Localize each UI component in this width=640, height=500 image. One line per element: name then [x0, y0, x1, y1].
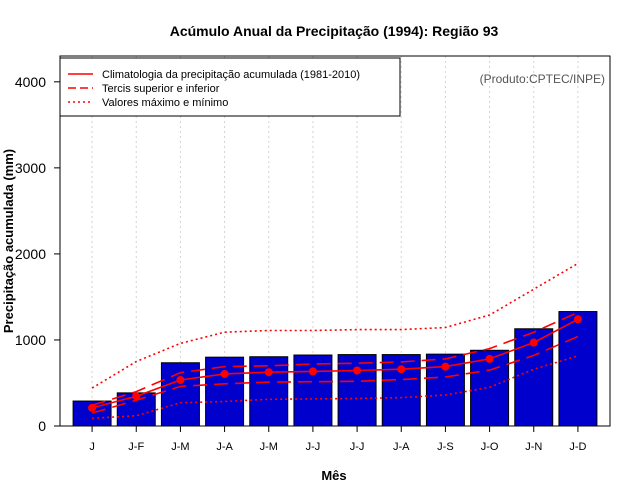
bar — [249, 356, 289, 427]
legend-box — [59, 57, 401, 117]
bar — [293, 354, 333, 427]
x-tick-label: J-J — [350, 441, 365, 453]
x-tick-label: J-F — [128, 441, 144, 453]
x-tick-label: J-A — [393, 441, 410, 453]
bar — [558, 311, 598, 427]
bar — [205, 356, 245, 427]
bar — [381, 354, 421, 427]
series-line — [91, 318, 579, 409]
climatology-point — [573, 315, 582, 324]
y-tick-label: 4000 — [15, 74, 46, 90]
climatology-point — [441, 362, 450, 371]
legend-label-tercis: Tercis superior e inferior — [102, 83, 220, 95]
x-tick-label: J-D — [569, 441, 586, 453]
y-tick-label: 1000 — [15, 332, 46, 348]
x-axis-label: Mês — [321, 468, 346, 483]
bar — [470, 349, 510, 427]
plot-frame — [59, 55, 611, 427]
climatology-point — [132, 392, 141, 401]
y-tick-label: 3000 — [15, 160, 46, 176]
legend: Climatologia da precipitação acumulada (… — [59, 57, 401, 117]
series-line — [91, 262, 579, 389]
x-tick-label: J-M — [260, 441, 278, 453]
x-tick-label: J-O — [481, 441, 499, 453]
source-note: (Produto:CPTEC/INPE) — [480, 72, 605, 86]
bars — [72, 311, 598, 427]
y-tick-label: 2000 — [15, 246, 46, 262]
x-tick-label: J-A — [216, 441, 233, 453]
climatology-point — [88, 403, 97, 412]
climatology-point — [308, 367, 317, 376]
x-tick-label: J-S — [437, 441, 454, 453]
climatology-point — [529, 338, 538, 347]
x-tick-label: J-M — [171, 441, 189, 453]
x-axis-ticks: J J-F J-M J-A J-M J-J J-J J-A J-S J-O J-N J-D — [89, 426, 587, 453]
x-tick-label: J — [89, 441, 95, 453]
climatology-point — [220, 369, 229, 378]
series-line — [91, 335, 579, 414]
climatology-point — [176, 375, 185, 384]
legend-label-climatology: Climatologia da precipitação acumulada (… — [102, 69, 360, 81]
y-tick-label: 0 — [38, 418, 46, 434]
legend-label-extremes: Valores máximo e mínimo — [102, 97, 228, 109]
climatology-point — [264, 368, 273, 377]
grid-lines — [91, 56, 579, 426]
climatology-point — [485, 354, 494, 363]
x-tick-label: J-N — [525, 441, 542, 453]
climatology-point — [353, 366, 362, 375]
x-tick-label: J-J — [306, 441, 321, 453]
y-axis-ticks: 0 1000 2000 3000 4000 — [15, 74, 60, 434]
series-lines — [88, 262, 582, 420]
bar — [337, 354, 377, 427]
series-line — [91, 311, 579, 407]
climatology-point — [397, 365, 406, 374]
chart-title: Acúmulo Anual da Precipitação (1994): Re… — [170, 23, 499, 39]
y-axis-label: Precipitação acumulada (mm) — [1, 149, 16, 333]
